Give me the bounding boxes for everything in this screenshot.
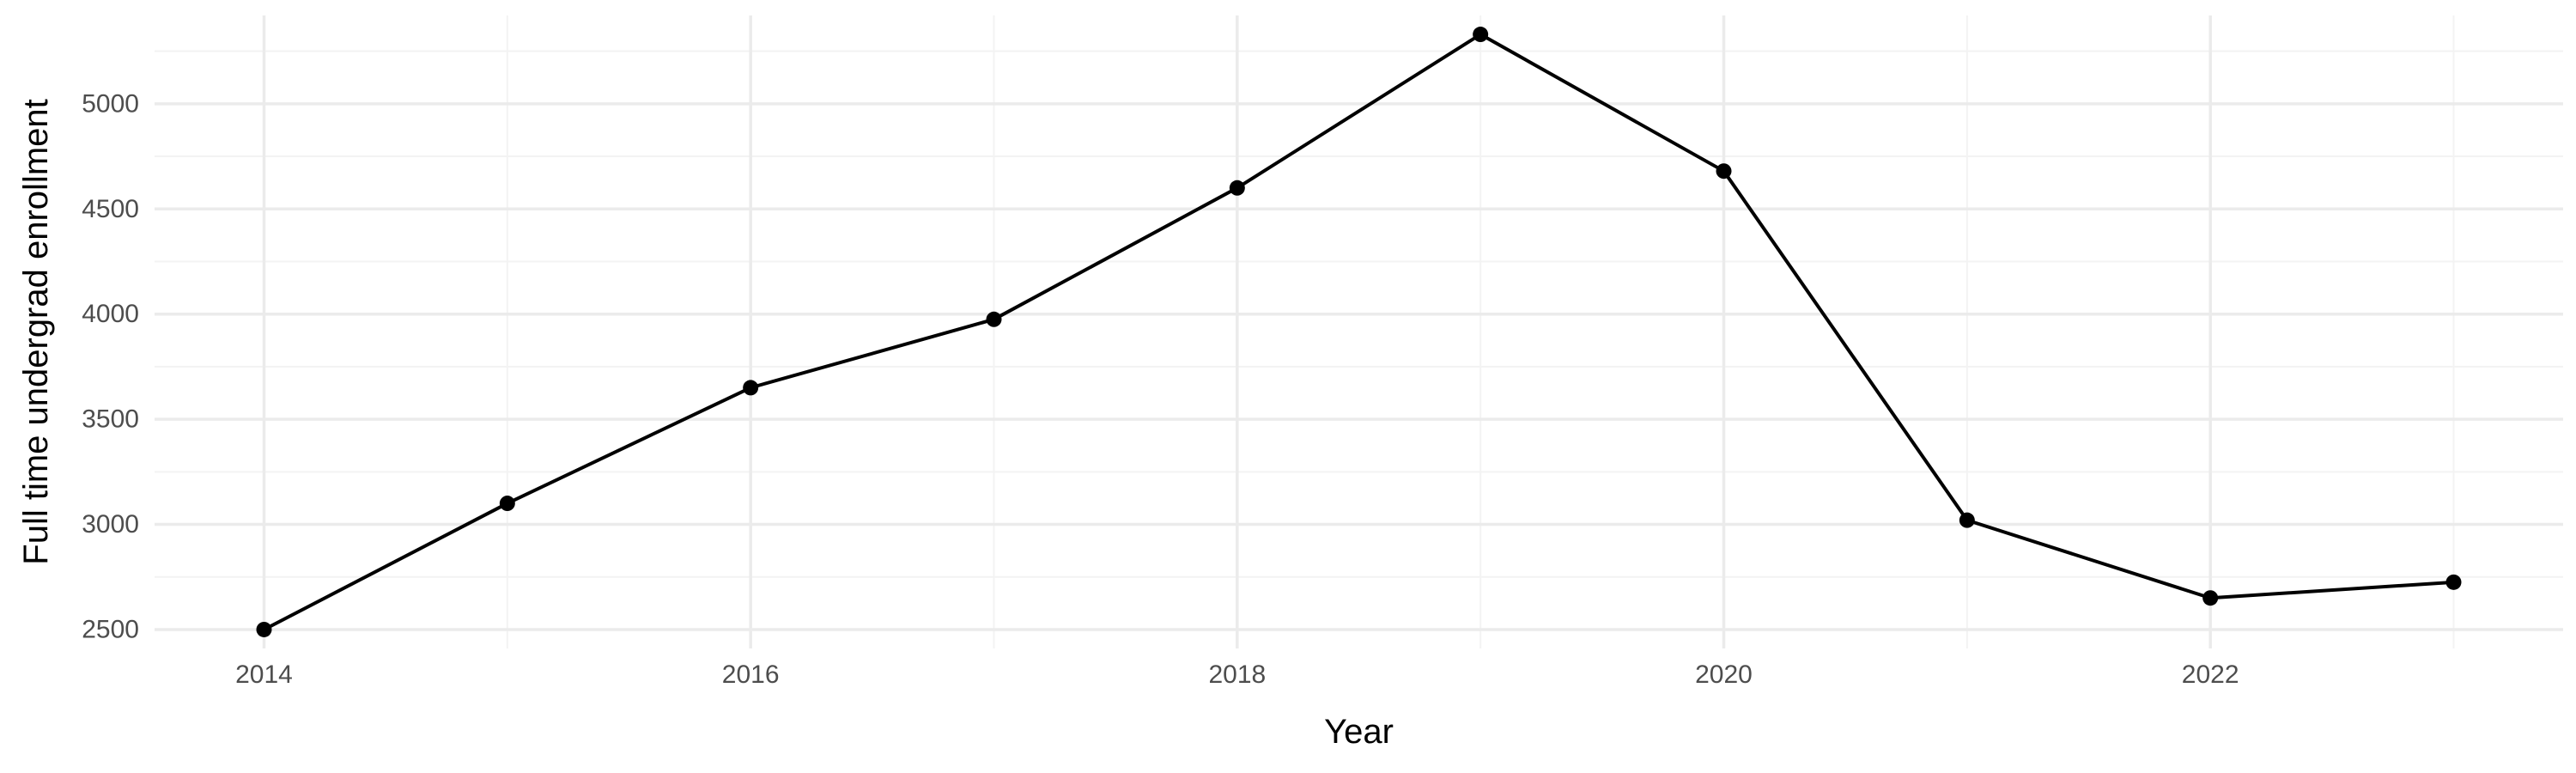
y-tick-label: 5000 (82, 89, 139, 118)
y-axis-ticks: 2500 3000 3500 4000 4500 5000 (82, 89, 139, 643)
x-axis-title: Year (1324, 713, 1394, 751)
data-point-2022 (2202, 590, 2219, 606)
y-tick-label: 3500 (82, 405, 139, 434)
data-point-2015 (499, 496, 515, 512)
y-tick-label: 4000 (82, 300, 139, 328)
data-point-2014 (256, 621, 272, 637)
x-axis-ticks: 2014 2016 2018 2020 2022 (235, 660, 2239, 689)
y-tick-label: 4500 (82, 195, 139, 223)
series-line (263, 33, 2454, 631)
data-point-2017 (986, 311, 1002, 327)
y-tick-label: 3000 (82, 510, 139, 539)
data-point-2023 (2445, 574, 2462, 590)
gridlines (155, 15, 2563, 648)
x-tick-label: 2020 (1695, 660, 1753, 689)
x-tick-label: 2016 (722, 660, 780, 689)
data-point-2018 (1229, 180, 1245, 196)
data-point-2020 (1716, 163, 1732, 180)
x-tick-label: 2018 (1208, 660, 1266, 689)
x-tick-label: 2014 (235, 660, 293, 689)
series-layer (256, 27, 2462, 637)
y-axis-title: Full time undergrad enrollment (17, 99, 55, 564)
y-tick-label: 2500 (82, 615, 139, 643)
data-point-2019 (1473, 27, 1489, 43)
x-tick-label: 2022 (2182, 660, 2239, 689)
data-point-2021 (1959, 512, 1975, 528)
data-point-2016 (743, 380, 759, 396)
